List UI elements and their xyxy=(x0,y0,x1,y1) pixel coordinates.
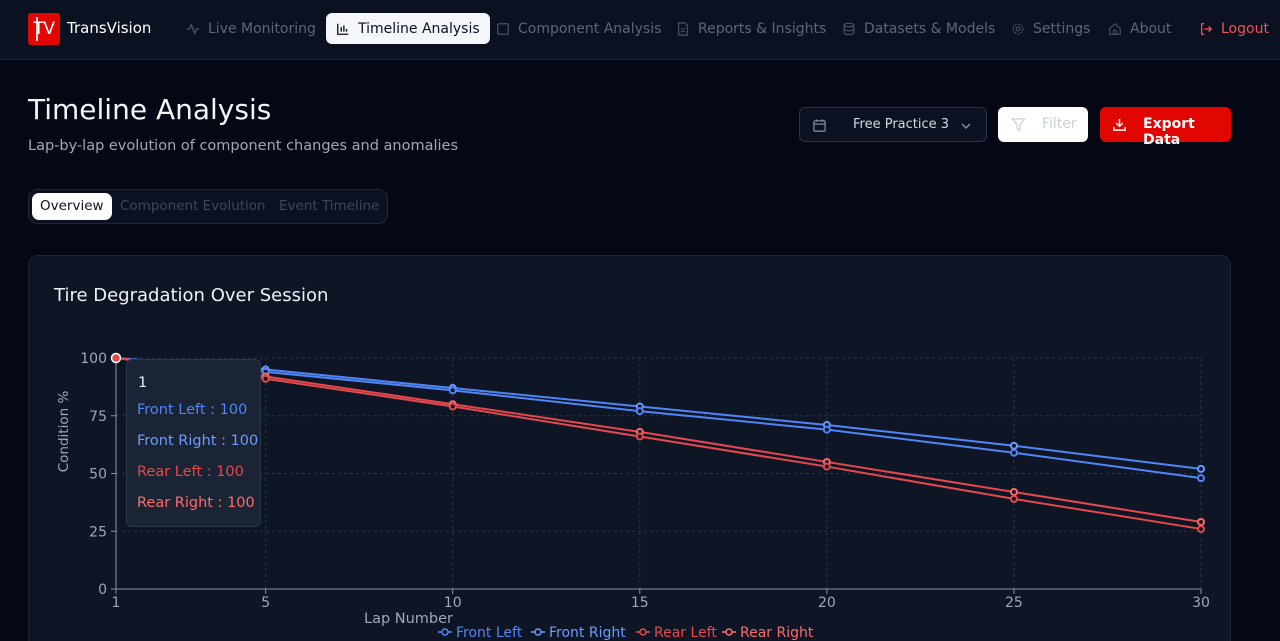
y-tick-label: 0 xyxy=(98,582,107,598)
x-tick-label: 5 xyxy=(261,595,270,611)
logout-icon xyxy=(1200,22,1213,35)
nav-label: Component Analysis xyxy=(518,20,662,37)
x-axis-label: Lap Number xyxy=(364,611,453,627)
top-navbar: TV TransVision Live Monitoring Timeline … xyxy=(0,0,1280,60)
session-select[interactable]: Free Practice 3 xyxy=(799,107,987,142)
data-point-rear-right xyxy=(635,432,644,441)
nav-settings[interactable]: Settings xyxy=(1001,13,1100,44)
legend-label: Rear Right xyxy=(740,625,814,641)
data-point-front-right xyxy=(822,425,831,434)
nav-label: Settings xyxy=(1033,20,1091,37)
logout-label: Logout xyxy=(1221,20,1269,37)
active-data-point xyxy=(110,352,122,364)
filter-button[interactable]: Filter xyxy=(998,107,1088,142)
page-subtitle: Lap-by-lap evolution of component change… xyxy=(28,138,458,154)
tab-component-evolution[interactable]: Component Evolution xyxy=(120,198,266,214)
data-point-rear-left xyxy=(1197,518,1205,527)
tooltip-row-front-left: Front Left : 100 xyxy=(137,402,248,418)
home-icon xyxy=(1109,22,1121,35)
nav-component-analysis[interactable]: Component Analysis xyxy=(486,13,671,44)
tooltip-row-rear-right: Rear Right : 100 xyxy=(137,495,255,511)
series-line-rear-right xyxy=(115,357,1202,530)
logout-button[interactable]: Logout xyxy=(1189,13,1279,44)
data-point-rear-right xyxy=(1009,494,1018,503)
activity-icon xyxy=(186,22,200,35)
legend-item-rear-left: Rear Left xyxy=(636,625,717,641)
data-point-rear-left xyxy=(1009,487,1018,496)
nav-reports-insights[interactable]: Reports & Insights xyxy=(666,13,836,44)
gear-icon xyxy=(1012,23,1024,34)
nav-live-monitoring[interactable]: Live Monitoring xyxy=(176,13,326,44)
y-tick-label: 50 xyxy=(89,467,107,483)
page-title: Timeline Analysis xyxy=(28,93,272,126)
download-icon xyxy=(1113,118,1126,131)
x-tick-label: 25 xyxy=(1005,595,1023,611)
data-point-rear-right xyxy=(1197,524,1205,533)
data-point-front-right xyxy=(1197,474,1205,483)
file-text-icon xyxy=(678,21,688,36)
tooltip-row-front-right: Front Right : 100 xyxy=(137,433,259,449)
data-point-front-right xyxy=(448,386,457,395)
view-tabs: Overview Component Evolution Event Timel… xyxy=(28,189,388,224)
y-tick-label: 75 xyxy=(89,409,107,425)
legend-item-front-left: Front Left xyxy=(438,625,523,641)
tab-overview[interactable]: Overview xyxy=(32,193,112,220)
bar-chart-icon xyxy=(337,23,349,35)
data-point-front-right xyxy=(635,407,644,416)
export-data-button[interactable]: Export Data xyxy=(1100,107,1231,148)
square-icon xyxy=(497,22,509,35)
chart-tooltip: 1 Front Left : 100 Front Right : 100 Rea… xyxy=(126,359,261,527)
legend-item-rear-right: Rear Right xyxy=(722,625,814,641)
x-tick-label: 15 xyxy=(631,595,649,611)
data-point-front-left xyxy=(1009,441,1018,450)
calendar-icon xyxy=(813,119,826,132)
y-tick-label: 25 xyxy=(89,524,107,540)
brand-name[interactable]: TransVision xyxy=(67,19,152,37)
logo-text: TV xyxy=(33,19,55,39)
legend-label: Front Right xyxy=(549,625,626,641)
nav-label: Datasets & Models xyxy=(864,20,996,37)
legend-label: Front Left xyxy=(456,625,523,641)
legend-marker xyxy=(725,628,733,636)
app-logo[interactable]: TV xyxy=(28,13,60,45)
x-tick-label: 30 xyxy=(1192,595,1210,611)
card-title: Tire Degradation Over Session xyxy=(54,285,329,306)
x-tick-label: 1 xyxy=(112,595,121,611)
nav-label: About xyxy=(1130,20,1172,37)
legend-marker xyxy=(534,628,542,636)
database-icon xyxy=(843,22,855,35)
nav-label: Reports & Insights xyxy=(698,20,827,37)
nav-label: Timeline Analysis xyxy=(358,20,480,37)
legend-marker xyxy=(639,628,647,636)
tab-event-timeline[interactable]: Event Timeline xyxy=(279,198,380,214)
legend-label: Rear Left xyxy=(654,625,717,641)
filter-icon xyxy=(1011,118,1026,132)
nav-label: Live Monitoring xyxy=(208,20,316,37)
export-label: Export Data xyxy=(1143,116,1195,148)
data-point-rear-right xyxy=(822,462,831,471)
nav-timeline-analysis[interactable]: Timeline Analysis xyxy=(326,13,490,44)
tooltip-lap: 1 xyxy=(138,375,148,391)
session-select-value: Free Practice 3 xyxy=(853,117,950,132)
data-point-front-right xyxy=(1009,448,1018,457)
nav-about[interactable]: About xyxy=(1098,13,1181,44)
nav-datasets-models[interactable]: Datasets & Models xyxy=(832,13,1005,44)
chevron-down-icon xyxy=(961,123,971,129)
x-tick-label: 20 xyxy=(818,595,836,611)
data-point-rear-right xyxy=(261,374,270,383)
series-line-front-right xyxy=(115,357,1202,480)
x-tick-label: 10 xyxy=(444,595,462,611)
data-point-rear-right xyxy=(448,402,457,411)
data-point-front-left xyxy=(1197,464,1205,473)
y-tick-label: 100 xyxy=(80,351,107,367)
y-axis-label: Condition % xyxy=(56,391,72,473)
legend-marker xyxy=(441,628,449,636)
legend-item-front-right: Front Right xyxy=(531,625,626,641)
tooltip-row-rear-left: Rear Left : 100 xyxy=(137,464,244,480)
filter-label: Filter xyxy=(1042,116,1077,132)
